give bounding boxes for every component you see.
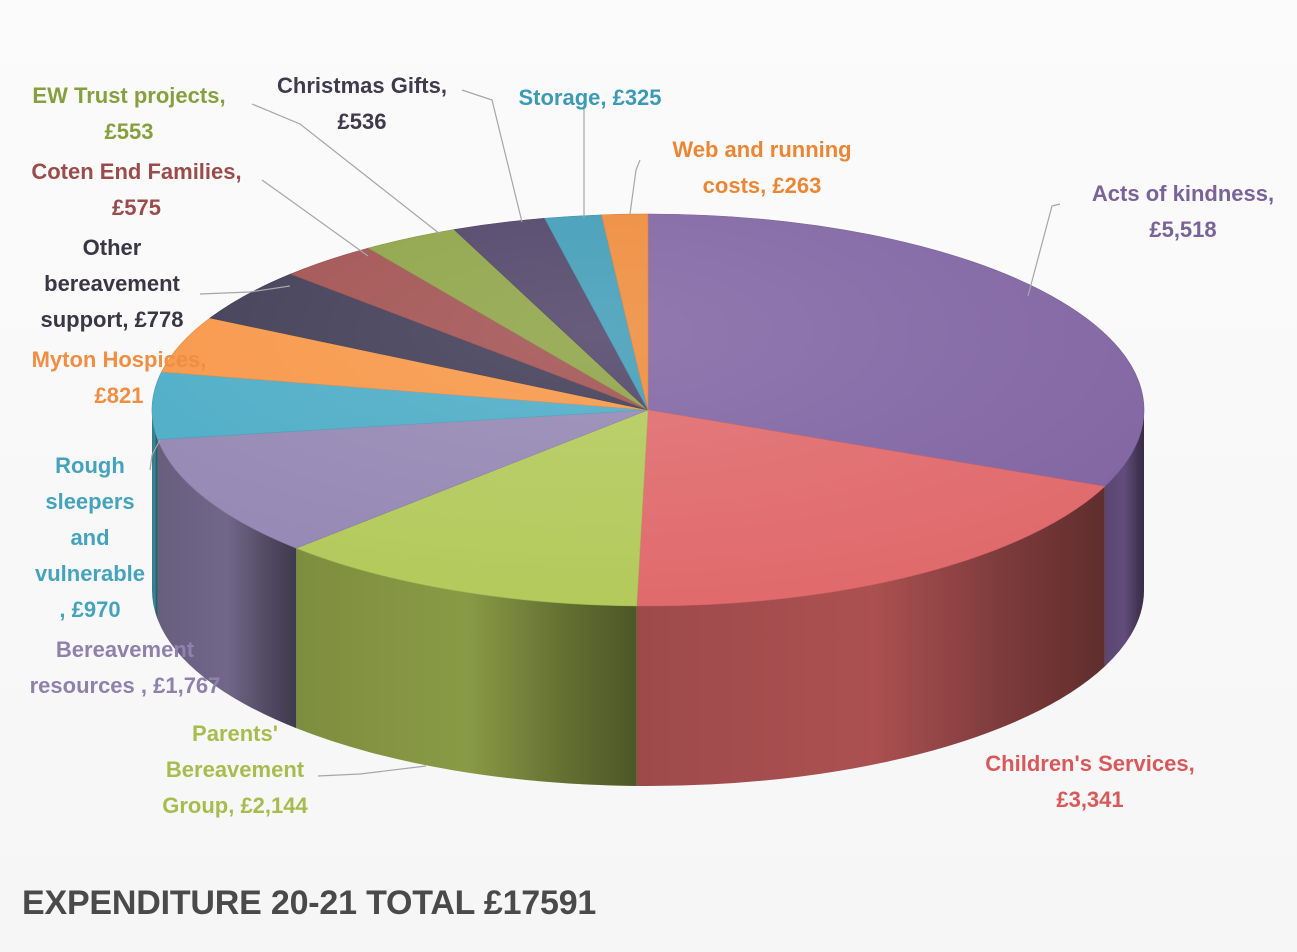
- slice-label-parents-bereavement-group: Parents' Bereavement Group, £2,144: [140, 716, 330, 824]
- slice-side-shade-bereavement-resources: [157, 439, 297, 729]
- slice-label-acts-of-kindness: Acts of kindness, £5,518: [1078, 176, 1288, 248]
- slice-label-ew-trust-projects: EW Trust projects, £553: [14, 78, 244, 150]
- slice-label-line: EW Trust projects,: [32, 83, 226, 108]
- slice-label-line: Web and running: [672, 137, 852, 162]
- pie-top-faces: [151, 213, 1145, 607]
- slice-label-storage: Storage, £325: [504, 80, 676, 116]
- leader-line: [149, 439, 161, 471]
- slice-label-myton-hospices: Myton Hospices, £821: [14, 342, 224, 414]
- leader-line: [461, 89, 523, 223]
- slice-label-web-and-running-costs: Web and running costs, £263: [652, 132, 872, 204]
- slice-side-shade-rough-sleepers-and-vulnerable: [152, 410, 158, 620]
- slice-label-line: support, £778: [40, 307, 184, 332]
- slice-label-line: bereavement: [44, 271, 180, 296]
- slice-label-line: Coten End Families,: [31, 159, 242, 184]
- slice-label-line: and: [70, 525, 110, 550]
- leader-line: [261, 179, 369, 257]
- slice-label-line: Bereavement: [165, 757, 305, 782]
- slice-label-line: , £970: [59, 597, 121, 622]
- slice-label-line: £553: [104, 119, 154, 144]
- slice-label-children-s-services: Children's Services, £3,341: [970, 746, 1210, 818]
- slice-side-shade-parents-bereavement-group: [296, 548, 637, 786]
- slice-label-line: Rough: [55, 453, 125, 478]
- slice-label-line: Christmas Gifts,: [277, 73, 447, 98]
- slice-label-line: Acts of kindness,: [1091, 181, 1275, 206]
- leader-line: [251, 103, 441, 235]
- slice-side-shade-children-s-services: [636, 486, 1105, 786]
- slice-label-line: Group, £2,144: [162, 793, 308, 818]
- slice-label-line: Bereavement: [55, 637, 195, 662]
- slice-label-line: Parents': [192, 721, 278, 746]
- slice-label-line: £575: [112, 195, 161, 220]
- slice-label-line: £3,341: [1056, 787, 1124, 812]
- slice-label-coten-end-families: Coten End Families, £575: [14, 154, 259, 226]
- leader-line: [199, 285, 291, 295]
- slice-label-line: Storage, £325: [518, 85, 662, 110]
- leader-line: [629, 159, 641, 215]
- slice-side-shade-acts-of-kindness: [1104, 410, 1144, 667]
- slice-label-line: £536: [337, 109, 387, 134]
- slice-label-rough-sleepers-and-vulnerable: Rough sleepers and vulnerable , £970: [20, 448, 160, 628]
- slice-label-line: Myton Hospices,: [31, 347, 207, 372]
- slice-label-other-bereavement-support: Other bereavement support, £778: [22, 230, 202, 338]
- leader-line: [1027, 203, 1061, 297]
- slice-label-line: resources , £1,767: [29, 673, 221, 698]
- leader-lines: [149, 89, 1061, 777]
- slice-label-line: £821: [94, 383, 144, 408]
- slice-label-line: sleepers: [45, 489, 135, 514]
- slice-label-christmas-gifts: Christmas Gifts, £536: [262, 68, 462, 140]
- leader-line: [583, 101, 587, 218]
- slice-label-line: vulnerable: [34, 561, 146, 586]
- slice-label-line: £5,518: [1149, 217, 1217, 242]
- slice-label-line: costs, £263: [702, 173, 822, 198]
- slice-label-bereavement-resources: Bereavement resources , £1,767: [10, 632, 240, 704]
- pie-side-walls: [152, 410, 1144, 786]
- slice-label-line: Children's Services,: [985, 751, 1195, 776]
- slice-label-line: Other: [82, 235, 142, 260]
- chart-title: EXPENDITURE 20-21 TOTAL £17591: [22, 884, 597, 922]
- pie-top-highlight: [152, 214, 1144, 606]
- leader-line: [317, 765, 427, 777]
